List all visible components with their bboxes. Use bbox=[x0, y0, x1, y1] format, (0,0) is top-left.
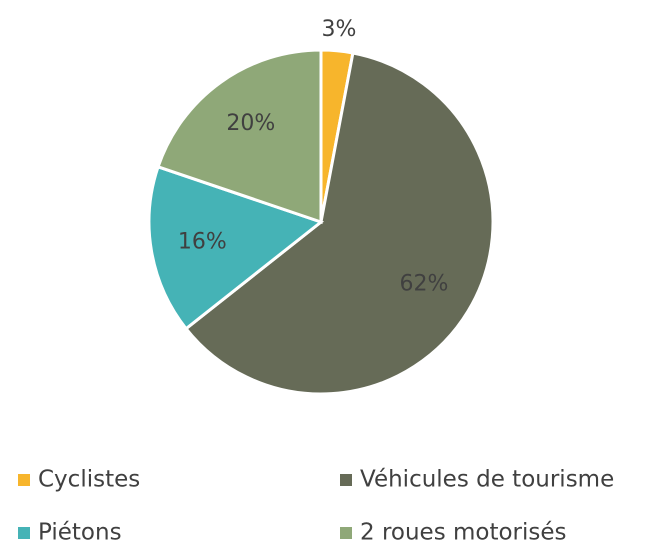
data-label: 62% bbox=[400, 271, 449, 296]
pie-slice bbox=[156, 48, 323, 225]
legend-label: 2 roues motorisés bbox=[360, 520, 567, 544]
legend-swatch bbox=[18, 474, 30, 486]
data-label: 16% bbox=[178, 229, 227, 254]
data-label: 20% bbox=[226, 111, 275, 136]
legend-label: Cyclistes bbox=[38, 467, 140, 493]
data-label: 3% bbox=[321, 17, 356, 42]
pie-slice bbox=[183, 51, 495, 396]
pie-slice bbox=[147, 164, 325, 331]
legend-swatch bbox=[18, 527, 30, 539]
legend-swatch bbox=[340, 527, 352, 539]
legend-swatch bbox=[340, 474, 352, 486]
legend-label: Piétons bbox=[38, 520, 122, 544]
legend-label: Véhicules de tourisme bbox=[360, 467, 614, 493]
